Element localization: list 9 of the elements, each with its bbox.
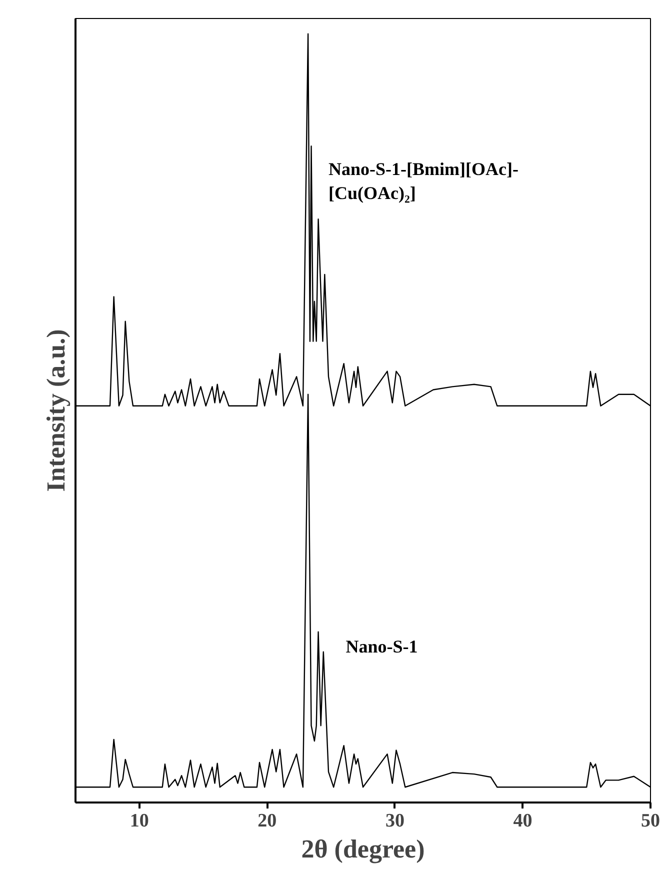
x-tick-label: 50 bbox=[641, 810, 660, 832]
x-tick-label: 40 bbox=[513, 810, 532, 832]
x-tick-label: 10 bbox=[130, 810, 149, 832]
series-label: Nano-S-1-[Bmim][OAc]-[Cu(OAc)₂] bbox=[328, 158, 518, 203]
x-axis-title: 2θ (degree) bbox=[301, 834, 425, 864]
x-tick-label: 20 bbox=[258, 810, 277, 832]
x-tick-label: 30 bbox=[385, 810, 404, 832]
series-label: Nano-S-1 bbox=[346, 636, 418, 656]
y-axis-title: Intensity (a.u.) bbox=[42, 329, 70, 492]
